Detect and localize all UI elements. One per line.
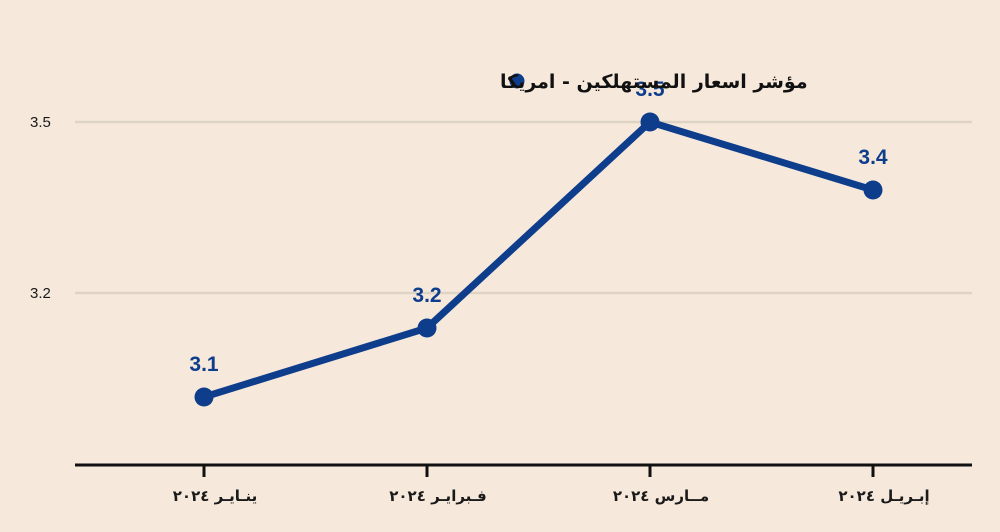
data-label: 3.4	[858, 146, 888, 169]
series-line	[200, 118, 877, 401]
legend-marker	[509, 73, 525, 89]
data-point	[417, 318, 437, 338]
data-point	[194, 387, 214, 407]
x-tick-label: مــارس ٢٠٢٤	[613, 487, 709, 505]
legend: مؤشر اسعار المستهلكين - امريكا	[500, 71, 808, 93]
data-point	[640, 112, 660, 132]
x-tick-label: فـبرايـر ٢٠٢٤	[389, 487, 486, 505]
grid-lines	[75, 120, 972, 295]
data-labels: 3.1 3.2 3.5 3.4	[189, 78, 888, 376]
data-point	[863, 180, 883, 200]
y-axis-ticks: 3.2 3.5	[30, 114, 51, 302]
x-tick-label: إبـريـل ٢٠٢٤	[838, 487, 929, 505]
x-axis-ticks: ينـايـر ٢٠٢٤ فـبرايـر ٢٠٢٤ مــارس ٢٠٢٤ إبـر…	[173, 465, 930, 505]
y-tick-label: 3.2	[30, 285, 51, 302]
data-label: 3.2	[412, 284, 441, 307]
series-line-group	[200, 118, 877, 401]
x-tick-label: ينـايـر ٢٠٢٤	[173, 487, 257, 505]
legend-label: مؤشر اسعار المستهلكين - امريكا	[500, 71, 808, 93]
data-label: 3.5	[635, 78, 665, 101]
data-points	[194, 112, 883, 407]
data-label: 3.1	[189, 353, 219, 376]
y-tick-label: 3.5	[30, 114, 51, 131]
